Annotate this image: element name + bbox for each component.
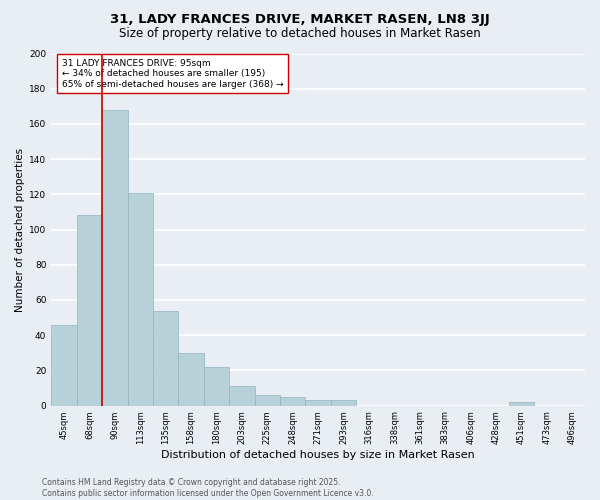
Text: 31 LADY FRANCES DRIVE: 95sqm
← 34% of detached houses are smaller (195)
65% of s: 31 LADY FRANCES DRIVE: 95sqm ← 34% of de… bbox=[62, 59, 284, 88]
Bar bbox=[254, 395, 280, 406]
Y-axis label: Number of detached properties: Number of detached properties bbox=[15, 148, 25, 312]
Bar bbox=[305, 400, 331, 406]
Text: Contains HM Land Registry data © Crown copyright and database right 2025.
Contai: Contains HM Land Registry data © Crown c… bbox=[42, 478, 374, 498]
Bar bbox=[509, 402, 534, 406]
Bar bbox=[280, 397, 305, 406]
Bar bbox=[128, 192, 153, 406]
Bar bbox=[229, 386, 254, 406]
Bar bbox=[102, 110, 128, 406]
Text: Size of property relative to detached houses in Market Rasen: Size of property relative to detached ho… bbox=[119, 28, 481, 40]
Bar bbox=[51, 324, 77, 406]
X-axis label: Distribution of detached houses by size in Market Rasen: Distribution of detached houses by size … bbox=[161, 450, 475, 460]
Text: 31, LADY FRANCES DRIVE, MARKET RASEN, LN8 3JJ: 31, LADY FRANCES DRIVE, MARKET RASEN, LN… bbox=[110, 12, 490, 26]
Bar bbox=[204, 367, 229, 406]
Bar bbox=[153, 310, 178, 406]
Bar bbox=[331, 400, 356, 406]
Bar bbox=[77, 216, 102, 406]
Bar bbox=[178, 353, 204, 406]
